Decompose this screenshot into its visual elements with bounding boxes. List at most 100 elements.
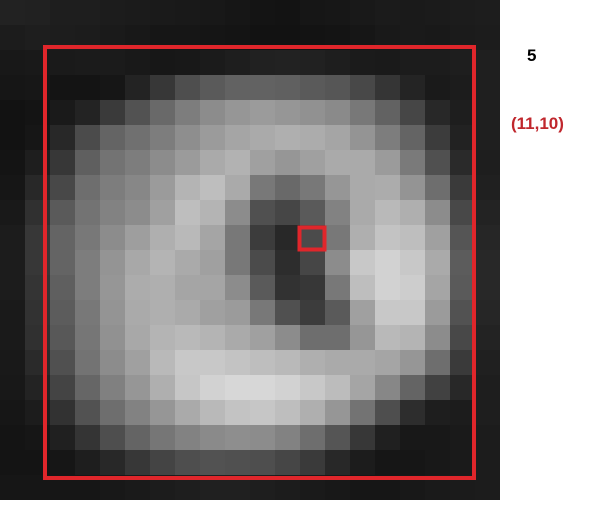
grid-pixel[interactable] bbox=[275, 150, 300, 175]
grid-pixel[interactable] bbox=[400, 125, 425, 150]
grid-pixel[interactable] bbox=[200, 125, 225, 150]
grid-pixel[interactable] bbox=[275, 450, 300, 475]
grid-pixel[interactable] bbox=[100, 175, 125, 200]
pixel-grid-view[interactable] bbox=[0, 0, 500, 500]
grid-pixel[interactable] bbox=[300, 50, 325, 75]
grid-pixel[interactable] bbox=[50, 200, 75, 225]
grid-pixel[interactable] bbox=[50, 450, 75, 475]
grid-pixel[interactable] bbox=[475, 375, 500, 400]
grid-pixel[interactable] bbox=[200, 275, 225, 300]
grid-pixel[interactable] bbox=[450, 100, 475, 125]
grid-pixel[interactable] bbox=[275, 225, 300, 250]
grid-pixel[interactable] bbox=[150, 375, 175, 400]
grid-pixel[interactable] bbox=[450, 325, 475, 350]
grid-pixel[interactable] bbox=[250, 325, 275, 350]
grid-pixel[interactable] bbox=[425, 300, 450, 325]
grid-pixel[interactable] bbox=[275, 100, 300, 125]
grid-pixel[interactable] bbox=[25, 0, 50, 25]
grid-pixel[interactable] bbox=[75, 225, 100, 250]
grid-pixel[interactable] bbox=[75, 450, 100, 475]
grid-pixel[interactable] bbox=[225, 50, 250, 75]
grid-pixel[interactable] bbox=[325, 275, 350, 300]
grid-pixel[interactable] bbox=[75, 350, 100, 375]
grid-pixel[interactable] bbox=[200, 450, 225, 475]
grid-pixel[interactable] bbox=[475, 125, 500, 150]
grid-pixel[interactable] bbox=[200, 175, 225, 200]
grid-pixel[interactable] bbox=[150, 250, 175, 275]
grid-pixel[interactable] bbox=[425, 350, 450, 375]
grid-pixel[interactable] bbox=[275, 75, 300, 100]
grid-pixel[interactable] bbox=[275, 50, 300, 75]
grid-pixel[interactable] bbox=[50, 400, 75, 425]
grid-pixel[interactable] bbox=[300, 400, 325, 425]
grid-pixel[interactable] bbox=[0, 450, 25, 475]
grid-pixel[interactable] bbox=[425, 50, 450, 75]
grid-pixel[interactable] bbox=[225, 150, 250, 175]
grid-pixel[interactable] bbox=[150, 325, 175, 350]
grid-pixel[interactable] bbox=[475, 175, 500, 200]
grid-pixel[interactable] bbox=[450, 350, 475, 375]
grid-pixel[interactable] bbox=[150, 50, 175, 75]
grid-pixel[interactable] bbox=[100, 425, 125, 450]
grid-pixel[interactable] bbox=[150, 175, 175, 200]
grid-pixel[interactable] bbox=[150, 275, 175, 300]
grid-pixel[interactable] bbox=[450, 125, 475, 150]
grid-pixel[interactable] bbox=[350, 175, 375, 200]
grid-pixel[interactable] bbox=[325, 100, 350, 125]
grid-pixel[interactable] bbox=[125, 450, 150, 475]
grid-pixel[interactable] bbox=[450, 75, 475, 100]
grid-pixel[interactable] bbox=[175, 175, 200, 200]
grid-pixel[interactable] bbox=[250, 200, 275, 225]
grid-pixel[interactable] bbox=[225, 275, 250, 300]
grid-pixel[interactable] bbox=[300, 200, 325, 225]
grid-pixel[interactable] bbox=[225, 400, 250, 425]
grid-pixel[interactable] bbox=[0, 150, 25, 175]
grid-pixel[interactable] bbox=[450, 450, 475, 475]
grid-pixel[interactable] bbox=[200, 75, 225, 100]
grid-pixel[interactable] bbox=[350, 325, 375, 350]
grid-pixel[interactable] bbox=[425, 125, 450, 150]
grid-pixel[interactable] bbox=[225, 0, 250, 25]
grid-pixel[interactable] bbox=[0, 325, 25, 350]
grid-pixel[interactable] bbox=[475, 475, 500, 500]
grid-pixel[interactable] bbox=[100, 75, 125, 100]
grid-pixel[interactable] bbox=[400, 150, 425, 175]
grid-pixel[interactable] bbox=[475, 25, 500, 50]
grid-pixel[interactable] bbox=[225, 450, 250, 475]
grid-pixel[interactable] bbox=[125, 200, 150, 225]
grid-pixel[interactable] bbox=[225, 300, 250, 325]
grid-pixel[interactable] bbox=[425, 275, 450, 300]
grid-pixel[interactable] bbox=[375, 275, 400, 300]
grid-pixel[interactable] bbox=[325, 0, 350, 25]
grid-pixel[interactable] bbox=[275, 375, 300, 400]
grid-pixel[interactable] bbox=[450, 375, 475, 400]
grid-pixel[interactable] bbox=[250, 75, 275, 100]
grid-pixel[interactable] bbox=[200, 250, 225, 275]
grid-pixel[interactable] bbox=[175, 275, 200, 300]
grid-pixel[interactable] bbox=[275, 275, 300, 300]
grid-pixel[interactable] bbox=[225, 425, 250, 450]
grid-pixel[interactable] bbox=[400, 225, 425, 250]
grid-pixel[interactable] bbox=[275, 400, 300, 425]
grid-pixel[interactable] bbox=[475, 225, 500, 250]
grid-pixel[interactable] bbox=[375, 100, 400, 125]
grid-pixel[interactable] bbox=[250, 400, 275, 425]
grid-pixel[interactable] bbox=[275, 300, 300, 325]
grid-pixel[interactable] bbox=[275, 350, 300, 375]
grid-pixel[interactable] bbox=[100, 350, 125, 375]
grid-pixel[interactable] bbox=[125, 50, 150, 75]
grid-pixel[interactable] bbox=[250, 0, 275, 25]
grid-pixel[interactable] bbox=[275, 250, 300, 275]
grid-pixel[interactable] bbox=[450, 150, 475, 175]
grid-pixel[interactable] bbox=[425, 375, 450, 400]
grid-pixel[interactable] bbox=[325, 400, 350, 425]
grid-pixel[interactable] bbox=[0, 25, 25, 50]
grid-pixel[interactable] bbox=[125, 275, 150, 300]
grid-pixel[interactable] bbox=[225, 375, 250, 400]
grid-pixel[interactable] bbox=[350, 0, 375, 25]
grid-pixel[interactable] bbox=[400, 325, 425, 350]
grid-pixel[interactable] bbox=[450, 250, 475, 275]
grid-pixel[interactable] bbox=[0, 225, 25, 250]
grid-pixel[interactable] bbox=[75, 75, 100, 100]
grid-pixel[interactable] bbox=[175, 125, 200, 150]
